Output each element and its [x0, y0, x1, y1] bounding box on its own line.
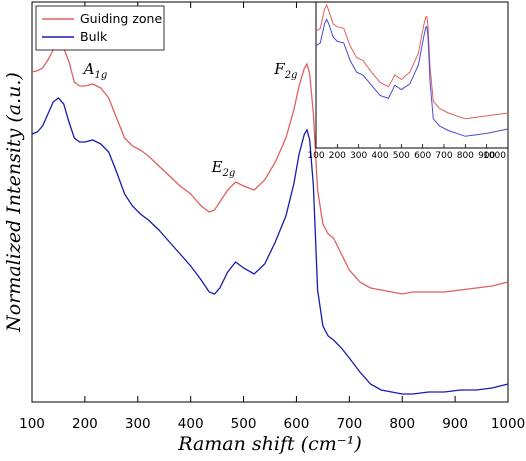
x-tick-label: 100	[19, 416, 45, 432]
inset-x-tick-label: 500	[393, 151, 410, 161]
inset-x-tick-label: 800	[457, 151, 474, 161]
legend-label-bulk: Bulk	[80, 29, 108, 44]
x-tick-label: 900	[442, 416, 468, 432]
y-axis-label: Normalized Intensity (a.u.)	[3, 72, 25, 333]
legend: Guiding zone Bulk	[35, 5, 165, 51]
inset-x-tick-label: 900	[478, 151, 495, 161]
series-line-bulk	[31, 97, 509, 395]
inset-x-tick-label: 700	[435, 151, 452, 161]
inset-x-tick-label: 400	[371, 151, 388, 161]
x-tick-label: 600	[284, 416, 310, 432]
main-series-group	[31, 43, 509, 395]
x-tick-label: 1000	[491, 416, 525, 432]
x-tick-label: 300	[125, 416, 151, 432]
x-axis-label: Raman shift (cm⁻¹)	[177, 433, 362, 455]
legend-box	[35, 5, 165, 51]
inset-x-tick-label: 200	[329, 151, 346, 161]
x-tick-label: 400	[178, 416, 204, 432]
inset-x-tick-label: 300	[350, 151, 367, 161]
inset-x-tick-label: 1000	[483, 151, 506, 161]
inset-series-group	[315, 3, 509, 137]
inset-series-line-guiding-zone	[315, 3, 509, 120]
x-tick-label: 800	[389, 416, 415, 432]
x-tick-label: 700	[336, 416, 362, 432]
x-tick-label: 500	[231, 416, 257, 432]
inset-x-tick-label: 100	[307, 151, 324, 161]
inset-series-line-bulk	[315, 18, 509, 137]
x-axis-ticks: 100 200 300 400 500 600 700 800 900 1000	[19, 2, 525, 432]
series-line-guiding-zone	[31, 43, 509, 295]
legend-label-guiding-zone: Guiding zone	[80, 11, 162, 26]
inset-frame	[315, 1, 509, 149]
x-tick-label: 200	[72, 416, 98, 432]
inset-x-tick-label: 600	[414, 151, 431, 161]
